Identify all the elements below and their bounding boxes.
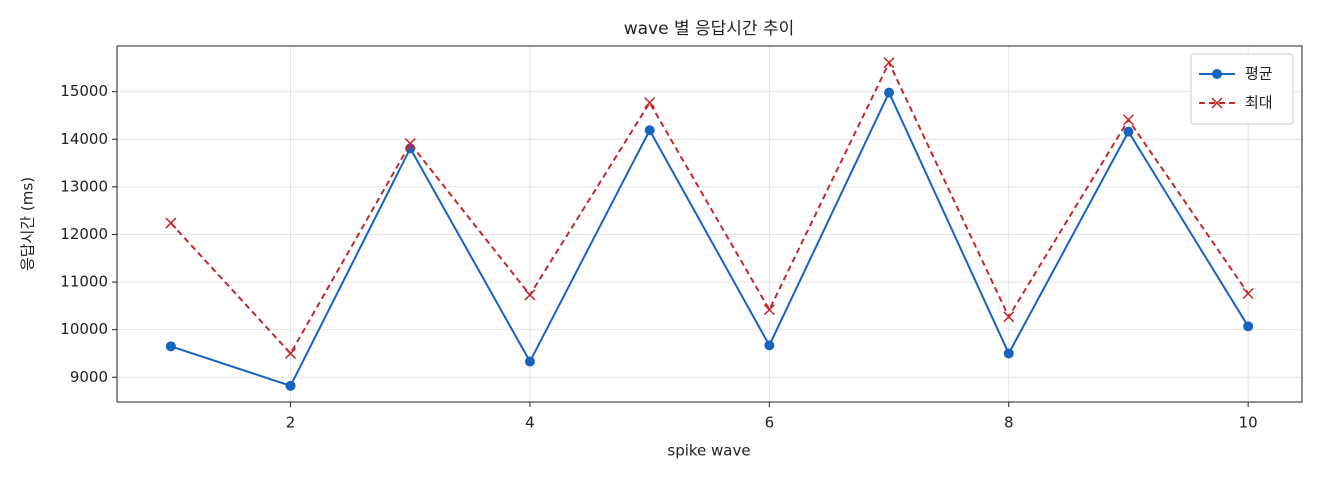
x-axis-label: spike wave (667, 442, 750, 460)
x-tick-label: 8 (1004, 414, 1014, 432)
data-point (285, 380, 296, 391)
x-tick-label: 6 (765, 414, 775, 432)
y-tick-label: 10000 (60, 320, 108, 338)
y-tick-label: 15000 (60, 82, 108, 100)
data-point (644, 125, 655, 136)
data-point (1243, 321, 1254, 332)
y-tick-label: 14000 (60, 130, 108, 148)
y-axis-label: 응답시간 (ms) (19, 177, 37, 271)
x-tick-label: 10 (1239, 414, 1258, 432)
y-tick-label: 11000 (60, 273, 108, 291)
legend-label: 평균 (1245, 65, 1273, 83)
y-tick-label: 12000 (60, 225, 108, 243)
data-point (1122, 114, 1134, 126)
plot-frame (116, 45, 1303, 403)
x-tick-label: 4 (525, 414, 535, 432)
series-line (170, 90, 1249, 388)
data-point (165, 341, 176, 352)
legend-marker (1212, 69, 1222, 79)
legend-label: 최대 (1245, 94, 1273, 112)
legend-box (1190, 53, 1294, 125)
data-point (884, 87, 895, 98)
data-point (644, 97, 656, 109)
data-point (524, 289, 536, 301)
y-tick-label: 9000 (70, 368, 108, 386)
data-point (524, 356, 535, 367)
data-point (1003, 311, 1015, 323)
chart-title: wave 별 응답시간 추이 (624, 19, 795, 39)
data-point (1242, 287, 1254, 300)
y-tick-label: 13000 (60, 177, 108, 195)
data-point (165, 217, 177, 229)
data-point (1123, 126, 1134, 137)
x-tick-label: 2 (286, 414, 296, 432)
data-point (764, 340, 775, 351)
data-point (1003, 348, 1014, 359)
data-point (404, 138, 416, 150)
data-point (285, 347, 297, 359)
legend-marker (1211, 97, 1223, 109)
data-point (763, 304, 775, 316)
data-point (883, 57, 895, 69)
